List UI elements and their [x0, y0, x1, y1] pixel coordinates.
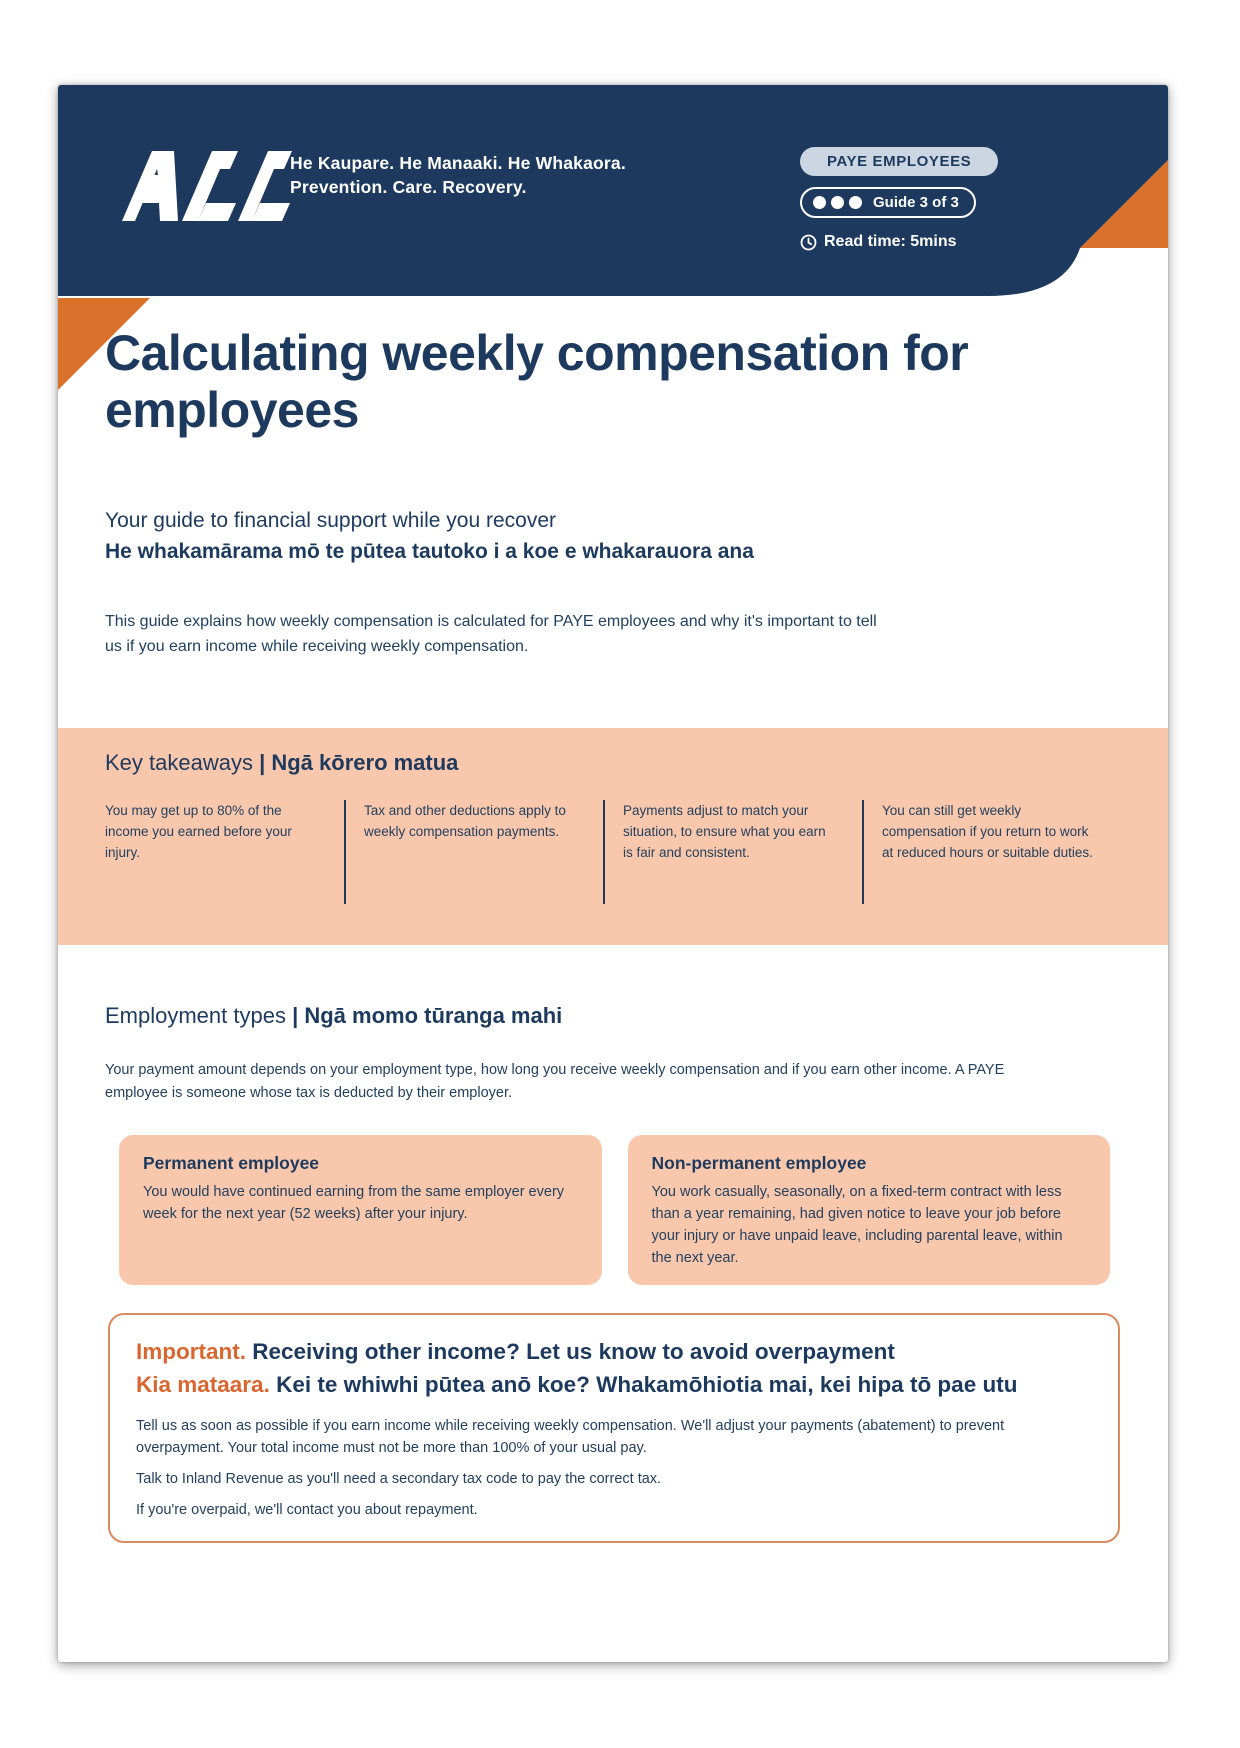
guide-progress-badge: Guide 3 of 3: [800, 187, 976, 218]
important-body: Tell us as soon as possible if you earn …: [136, 1415, 1088, 1521]
employment-types-heading: Employment types | Ngā momo tūranga mahi: [105, 1003, 562, 1029]
takeaway-item: You can still get weekly compensation if…: [862, 800, 1121, 904]
important-paragraph: If you're overpaid, we'll contact you ab…: [136, 1502, 478, 1518]
important-label-maori: Kia mataara.: [136, 1372, 270, 1397]
card-body: You would have continued earning from th…: [143, 1184, 565, 1222]
document-page: He Kaupare. He Manaaki. He Whakaora. Pre…: [58, 85, 1168, 1662]
guide-label: Guide 3 of 3: [873, 194, 959, 211]
heading-english: Employment types: [105, 1003, 293, 1028]
card-title: Non-permanent employee: [651, 1153, 867, 1173]
takeaway-item: You may get up to 80% of the income you …: [105, 803, 292, 860]
card-title: Permanent employee: [143, 1153, 320, 1173]
tagline-line2: Prevention. Care. Recovery.: [290, 177, 527, 197]
heading-maori: Ngā kōrero matua: [271, 750, 459, 775]
takeaway-item: Payments adjust to match your situation,…: [603, 800, 862, 904]
card-body: You work casually, seasonally, on a fixe…: [651, 1184, 1063, 1266]
heading-maori: Ngā momo tūranga mahi: [304, 1003, 563, 1028]
progress-dot-icon: [849, 196, 862, 209]
navy-header-shape: [58, 85, 1168, 296]
progress-dot-icon: [813, 196, 826, 209]
permanent-employee-card: Permanent employee You would have contin…: [119, 1135, 602, 1285]
non-permanent-employee-card: Non-permanent employee You work casually…: [627, 1135, 1110, 1285]
clock-icon: [800, 234, 817, 250]
acc-logo: [122, 151, 292, 221]
important-title-english: Receiving other income? Let us know to a…: [246, 1339, 895, 1364]
important-label-english: Important.: [136, 1339, 246, 1364]
important-paragraph: Talk to Inland Revenue as you'll need a …: [136, 1471, 662, 1487]
subtitle-maori: He whakamārama mō te pūtea tautoko i a k…: [105, 540, 754, 563]
important-paragraph: Tell us as soon as possible if you earn …: [136, 1418, 1005, 1456]
tagline-line1: He Kaupare. He Manaaki. He Whakaora.: [290, 153, 626, 173]
key-takeaways-columns: You may get up to 80% of the income you …: [105, 800, 1121, 904]
brand-tagline: He Kaupare. He Manaaki. He Whakaora. Pre…: [290, 151, 626, 199]
key-takeaways-section: Key takeaways | Ngā kōrero matua You may…: [58, 728, 1168, 945]
heading-english: Key takeaways: [105, 750, 260, 775]
subtitle: Your guide to financial support while yo…: [105, 505, 754, 567]
header-badges: PAYE EMPLOYEES Guide 3 of 3 Read time: 5…: [800, 147, 999, 251]
corner-triangle-left: [58, 298, 150, 390]
takeaway-item: Tax and other deductions apply to weekly…: [344, 800, 603, 904]
key-takeaways-heading: Key takeaways | Ngā kōrero matua: [105, 750, 1121, 776]
subtitle-english: Your guide to financial support while yo…: [105, 509, 556, 532]
important-callout: Important. Receiving other income? Let u…: [108, 1313, 1120, 1543]
employment-types-description: Your payment amount depends on your empl…: [105, 1062, 1005, 1101]
heading-separator: |: [292, 1003, 305, 1028]
category-badge: PAYE EMPLOYEES: [800, 147, 999, 176]
heading-separator: |: [259, 750, 272, 775]
progress-dot-icon: [831, 196, 844, 209]
important-heading: Important. Receiving other income? Let u…: [136, 1335, 1088, 1401]
important-title-maori: Kei te whiwhi pūtea anō koe? Whakamōhiot…: [269, 1372, 1018, 1397]
intro-paragraph: This guide explains how weekly compensat…: [105, 613, 877, 655]
page-title: Calculating weekly compensation for empl…: [105, 325, 969, 438]
employment-type-cards: Permanent employee You would have contin…: [119, 1135, 1110, 1285]
read-time-label: Read time: 5mins: [824, 233, 957, 250]
header-banner-graphic: [58, 85, 1168, 390]
read-time: Read time: 5mins: [800, 233, 956, 251]
